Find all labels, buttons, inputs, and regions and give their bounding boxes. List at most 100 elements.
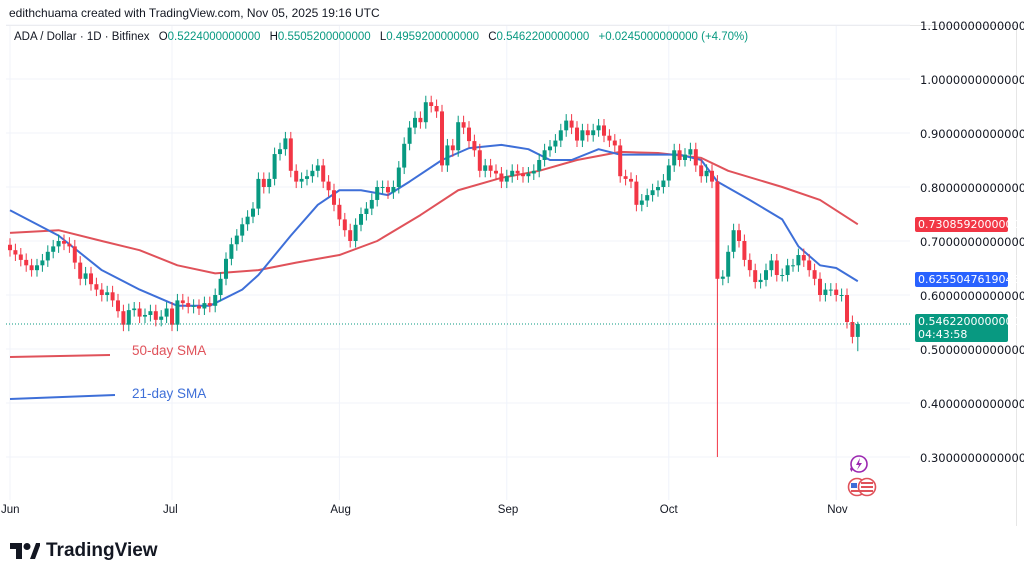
price-tick-label: 0.4000000000000 [920, 397, 1024, 411]
candle [472, 134, 477, 157]
candle [591, 123, 596, 142]
candle-body [791, 265, 795, 267]
candle-body [683, 154, 687, 160]
candle-body [623, 176, 628, 179]
low-value: 0.4959200000000 [386, 31, 480, 43]
candle-body [461, 122, 466, 128]
candle [148, 304, 153, 322]
candle [456, 115, 461, 157]
candle-body [256, 178, 261, 209]
candle-body [251, 208, 255, 217]
candle-body [477, 150, 482, 171]
candle-body [607, 135, 612, 141]
candle-body [240, 224, 245, 236]
price-tick-label: 0.8000000000000 [920, 181, 1024, 195]
candle-body [288, 138, 293, 171]
candle-body [121, 311, 126, 325]
time-tick-label: Oct [659, 504, 678, 516]
candle-body [440, 111, 444, 166]
candle [440, 104, 444, 172]
candle-body [510, 170, 515, 177]
candle [612, 134, 617, 152]
candle-body [51, 246, 56, 252]
candle [553, 134, 558, 153]
candle [191, 299, 196, 314]
candle [224, 252, 228, 286]
candle [51, 239, 56, 259]
candle-body [753, 270, 758, 283]
candle-body [126, 310, 131, 325]
candle-body [737, 230, 741, 241]
candle [639, 194, 644, 212]
candle [423, 95, 428, 129]
candle [202, 296, 207, 315]
candle-body [62, 241, 66, 244]
candle [683, 148, 687, 167]
candle [807, 253, 812, 277]
candle [240, 217, 245, 243]
candle-body [467, 127, 471, 142]
candle-body [456, 122, 461, 151]
candle-body [272, 154, 277, 179]
candle [375, 180, 380, 207]
candle-body [224, 258, 228, 279]
candle-body [688, 149, 693, 155]
candle [164, 302, 169, 324]
candle [62, 234, 66, 251]
candle-body [402, 143, 407, 168]
us-flag-icon[interactable] [847, 477, 879, 502]
candle [110, 285, 115, 307]
candle [855, 321, 860, 352]
candle [267, 172, 272, 194]
candle-body [348, 230, 353, 241]
candle-body [13, 250, 18, 255]
candle-body [78, 262, 83, 279]
candle-body [267, 178, 272, 187]
candle-body [24, 259, 29, 266]
candle-body [726, 251, 731, 277]
candle-body [83, 273, 88, 279]
candle-body [580, 130, 585, 141]
candle [656, 180, 660, 197]
candle-body [488, 165, 493, 171]
candle [105, 285, 110, 302]
symbol-title[interactable]: ADA / Dollar · 1D · Bitfinex [14, 31, 150, 43]
candle [494, 164, 498, 180]
candle-body [105, 292, 110, 295]
candle-body [575, 127, 579, 141]
lightning-icon[interactable] [847, 455, 869, 480]
sma50-line [9, 150, 859, 275]
candle-body [629, 178, 633, 182]
candle-body [504, 176, 509, 182]
candle [504, 169, 509, 189]
candle-body [332, 190, 336, 205]
candle [67, 237, 72, 253]
candle [337, 198, 342, 226]
candle [132, 302, 137, 317]
candle [758, 273, 763, 289]
candle [8, 238, 12, 257]
candle-body [494, 170, 498, 174]
candle [726, 245, 731, 284]
candle-body [569, 120, 574, 128]
bar-countdown: 04:43:58 [918, 328, 968, 341]
candle-body [591, 130, 596, 136]
candle-body [8, 244, 12, 251]
candle [801, 248, 806, 267]
candle [159, 310, 164, 327]
candle-body [823, 289, 828, 295]
sma21-price-tag: 0.6255047619048 [915, 272, 1019, 287]
candle-body [548, 146, 552, 151]
candle [143, 308, 147, 324]
candle [499, 167, 504, 189]
candle [693, 142, 698, 172]
candle [72, 239, 77, 270]
candle [699, 158, 704, 183]
candle [450, 138, 455, 157]
candle-body [699, 165, 704, 177]
candle [251, 202, 255, 224]
candle-body [764, 270, 768, 280]
tradingview-logo[interactable]: TradingView [10, 540, 158, 562]
candle-body [299, 178, 304, 182]
